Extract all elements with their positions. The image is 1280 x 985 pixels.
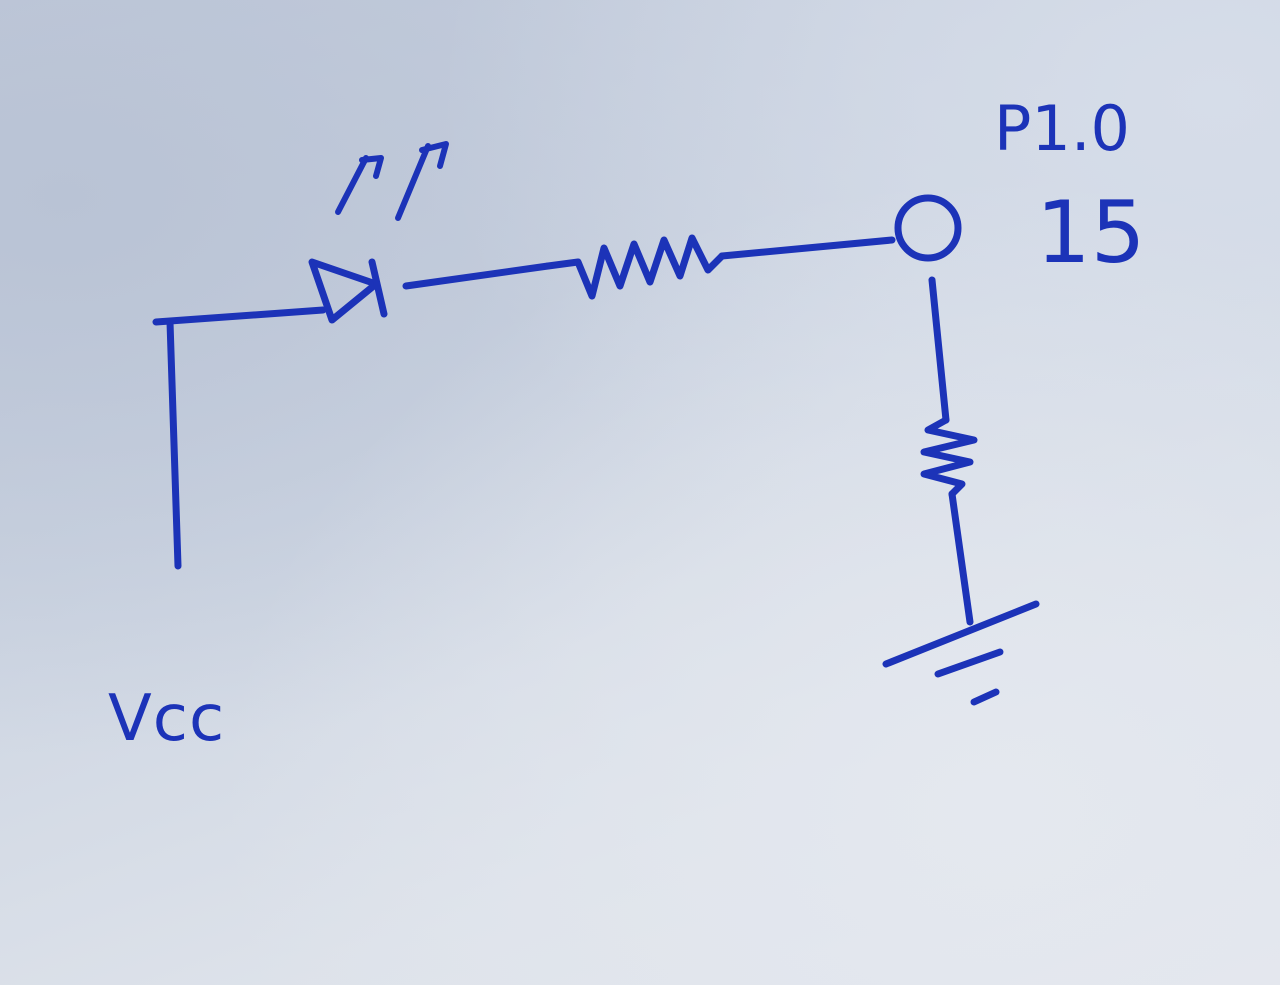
supply-wire bbox=[152, 306, 327, 570]
led-light-arrow bbox=[335, 155, 369, 215]
pulldown-resistor bbox=[920, 416, 978, 498]
led-light-arrow bbox=[395, 143, 431, 221]
wire-terminal-down bbox=[928, 276, 950, 424]
wire-to-ground bbox=[948, 490, 974, 626]
pin-label: 15 bbox=[1036, 183, 1145, 283]
ground-symbol bbox=[882, 600, 1040, 706]
wire-resistor-port bbox=[718, 236, 896, 260]
port-terminal bbox=[894, 194, 962, 262]
led-symbol bbox=[308, 141, 449, 324]
wire-led-resistor bbox=[402, 262, 552, 290]
vcc-label: Vcc bbox=[108, 682, 225, 756]
port-label: P1.0 bbox=[994, 92, 1130, 165]
series-resistor bbox=[544, 234, 726, 300]
